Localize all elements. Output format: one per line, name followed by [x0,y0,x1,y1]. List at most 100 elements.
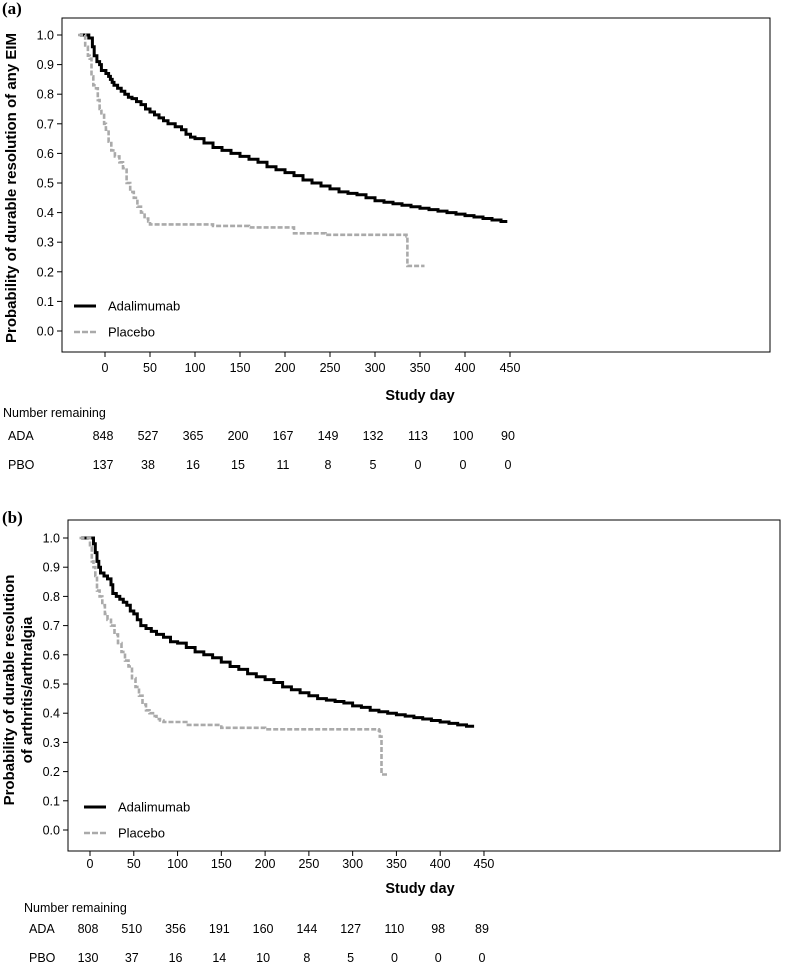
x-tick-label: 150 [211,857,232,871]
y-tick-label: 0.0 [37,325,54,339]
risk-value: 510 [121,922,142,936]
risk-value: 15 [231,458,245,472]
risk-value: 0 [505,458,512,472]
y-tick-label: 0.0 [43,824,60,838]
y-tick-label: 0.6 [37,147,54,161]
risk-value: 848 [93,429,114,443]
x-axis-title: Study day [385,881,454,897]
x-tick-label: 350 [410,361,431,375]
y-tick-label: 0.2 [37,265,54,279]
risk-value: 113 [408,429,428,443]
risk-value: 365 [183,429,204,443]
risk-value: 11 [277,458,290,472]
y-tick-label: 0.4 [43,707,60,721]
y-tick-label: 0.3 [37,236,54,250]
x-tick-label: 0 [87,857,94,871]
x-tick-label: 450 [500,361,521,375]
risk-value: 8 [303,951,310,965]
panel-label: (a) [2,0,22,18]
risk-value: 137 [93,458,114,472]
y-tick-label: 0.7 [43,619,60,633]
y-axis-title-line: Probability of durable resolution of any… [3,33,20,343]
legend-label-adalimumab: Adalimumab [108,299,180,314]
risk-value: 808 [78,922,99,936]
x-tick-label: 50 [143,361,157,375]
x-tick-label: 250 [298,857,319,871]
panel-a: (a)0.00.10.20.30.40.50.60.70.80.91.00 50 1… [2,0,771,472]
y-tick-label: 0.3 [43,736,60,750]
y-axis-title: Probability of durable resolutionof arth… [1,575,36,806]
panel-b: (b)0.00.10.20.30.40.50.60.70.80.91.00 50 1… [1,508,781,965]
risk-value: 0 [415,458,422,472]
risk-value: 16 [169,951,183,965]
risk-value: 100 [453,429,474,443]
y-tick-label: 0.5 [37,177,54,191]
risk-value: 130 [78,951,99,965]
risk-value: 0 [478,951,485,965]
risk-value: 356 [165,922,186,936]
x-tick-label: 200 [275,361,296,375]
x-tick-label: 350 [386,857,407,871]
risk-value: 149 [318,429,339,443]
risk-value: 144 [296,922,317,936]
y-tick-label: 0.2 [43,765,60,779]
risk-value: 98 [431,922,445,936]
series-placebo-line [79,536,388,776]
risk-value: 200 [228,429,249,443]
risk-value: 16 [186,458,200,472]
risk-value: 167 [273,429,294,443]
y-axis-title: Probability of durable resolution of any… [3,33,20,343]
legend-label-placebo: Placebo [118,826,165,841]
y-tick-label: 0.6 [43,648,60,662]
risk-table-header: Number remaining [3,406,106,420]
y-tick-label: 0.9 [43,561,60,575]
series-placebo-line [78,33,425,268]
risk-value: 0 [391,951,398,965]
risk-value: 110 [384,922,404,936]
x-tick-label: 200 [255,857,276,871]
risk-value: 527 [138,429,159,443]
x-tick-label: 100 [185,361,206,375]
risk-value: 0 [435,951,442,965]
risk-value: 191 [209,922,230,936]
x-tick-label: 100 [167,857,188,871]
series-adalimumab-line [81,536,475,728]
x-axis-title: Study day [385,388,454,404]
y-tick-label: 0.5 [43,678,60,692]
legend-label-adalimumab: Adalimumab [118,800,190,815]
risk-row-label: PBO [8,458,35,472]
risk-value: 90 [501,429,515,443]
x-tick-label: 0 [102,361,109,375]
risk-value: 5 [370,458,377,472]
x-tick-label: 300 [342,857,363,871]
x-tick-label: 50 [127,857,141,871]
x-tick-label: 400 [455,361,476,375]
y-tick-label: 0.1 [37,295,54,309]
y-tick-label: 0.9 [37,58,54,72]
risk-table-header: Number remaining [24,901,127,915]
series-adalimumab-line [79,33,508,223]
y-axis-title-line: Probability of durable resolution [1,575,18,806]
risk-value: 127 [340,922,361,936]
plot-frame [67,519,781,852]
risk-value: 89 [475,922,489,936]
risk-value: 160 [253,922,274,936]
x-tick-label: 300 [365,361,386,375]
risk-value: 14 [212,951,226,965]
y-axis-title-line: of arthritis/arthralgia [19,616,36,763]
x-tick-label: 250 [320,361,341,375]
y-tick-label: 0.7 [37,117,54,131]
y-tick-label: 0.8 [43,590,60,604]
panel-label: (b) [2,508,23,527]
y-tick-label: 0.1 [43,794,60,808]
risk-value: 132 [363,429,384,443]
risk-row-label: PBO [29,951,56,965]
x-tick-label: 150 [230,361,251,375]
risk-value: 37 [125,951,139,965]
legend-label-placebo: Placebo [108,325,155,340]
risk-value: 10 [256,951,270,965]
risk-value: 8 [325,458,332,472]
x-tick-label: 450 [474,857,495,871]
risk-row-label: ADA [8,429,34,443]
